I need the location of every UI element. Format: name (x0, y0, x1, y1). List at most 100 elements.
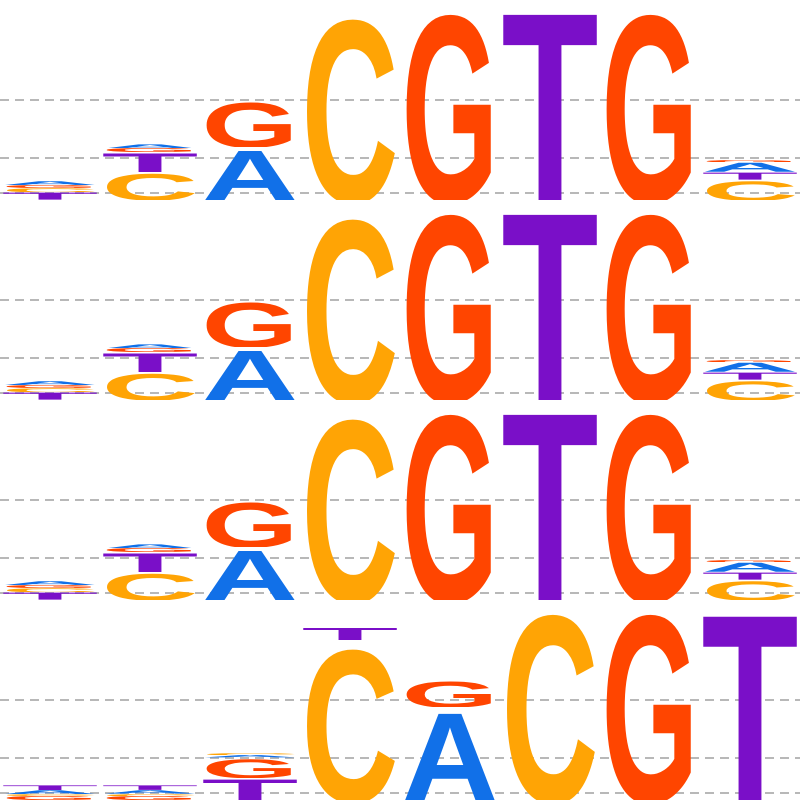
dashed-gridline (0, 792, 800, 794)
letter-T: T (502, 0, 599, 200)
svg-text:T: T (502, 0, 599, 200)
letter-C: C (102, 172, 199, 200)
dashed-gridline (0, 699, 800, 701)
dashed-gridline (0, 357, 800, 359)
dashed-gridline (0, 157, 800, 159)
letter-T: T (702, 172, 799, 180)
svg-text:T: T (702, 172, 799, 180)
svg-text:G: G (702, 360, 799, 362)
letter-T: T (202, 778, 299, 800)
letter-C: C (302, 208, 399, 400)
svg-text:T: T (102, 552, 199, 572)
dashed-gridline (0, 299, 800, 301)
dashed-gridline (0, 99, 800, 101)
letter-C: C (702, 380, 799, 400)
svg-text:A: A (202, 755, 299, 757)
svg-text:G: G (1, 385, 98, 388)
letter-G: G (202, 100, 299, 147)
svg-text:T: T (702, 602, 799, 800)
letter-G: G (702, 160, 799, 162)
svg-text:T: T (1, 592, 98, 600)
svg-text:A: A (1, 381, 98, 385)
svg-text:G: G (402, 3, 499, 200)
letter-A: A (202, 755, 299, 757)
letter-C: C (702, 580, 799, 600)
svg-text:C: C (2, 794, 99, 796)
svg-text:T: T (102, 785, 199, 790)
letter-A: A (1, 381, 98, 385)
letter-C: C (2, 388, 99, 392)
letter-A: A (102, 544, 199, 548)
letter-A: A (1, 181, 98, 185)
svg-text:A: A (402, 707, 499, 800)
svg-text:G: G (1, 185, 98, 188)
letter-A: A (702, 162, 799, 172)
letter-A: A (1, 581, 98, 585)
svg-text:T: T (102, 152, 199, 172)
svg-text:C: C (202, 753, 299, 755)
letter-G: G (102, 348, 199, 352)
svg-text:G: G (202, 300, 299, 347)
svg-text:C: C (2, 588, 99, 592)
letter-A: A (402, 707, 499, 800)
letter-A: A (1, 790, 98, 794)
svg-text:C: C (102, 572, 199, 600)
letter-A: A (102, 144, 199, 148)
letter-G: G (602, 403, 699, 600)
letter-G: G (102, 548, 199, 552)
letter-G: G (202, 300, 299, 347)
svg-text:T: T (102, 352, 199, 372)
letter-T: T (1, 392, 98, 400)
svg-text:T: T (2, 785, 99, 790)
letter-C: C (101, 794, 198, 796)
letter-G: G (1, 385, 98, 388)
letter-G: G (702, 560, 799, 562)
letter-T: T (102, 785, 199, 790)
svg-text:C: C (302, 640, 399, 800)
letter-T: T (102, 552, 199, 572)
letter-G: G (102, 148, 199, 152)
letter-C: C (202, 753, 299, 755)
letter-C: C (2, 794, 99, 796)
letter-A: A (702, 562, 799, 572)
letter-A: A (202, 147, 299, 200)
letter-G: G (1, 585, 98, 588)
letter-T: T (702, 372, 799, 380)
dashed-gridline (0, 192, 800, 194)
letter-G: G (1, 796, 98, 800)
letter-C: C (102, 372, 199, 400)
letter-G: G (402, 680, 499, 707)
dashed-gridline (0, 392, 800, 394)
svg-text:G: G (202, 500, 299, 547)
svg-text:A: A (1, 581, 98, 585)
letter-G: G (602, 203, 699, 400)
letter-G: G (602, 603, 699, 800)
svg-text:A: A (102, 344, 199, 348)
svg-text:G: G (402, 680, 499, 707)
letter-T: T (302, 627, 399, 640)
letter-A: A (102, 344, 199, 348)
letter-G: G (202, 500, 299, 547)
svg-text:G: G (402, 403, 499, 600)
svg-text:A: A (1, 181, 98, 185)
svg-text:T: T (1, 392, 98, 400)
letter-C: C (302, 408, 399, 600)
svg-text:C: C (102, 372, 199, 400)
svg-text:G: G (102, 148, 199, 152)
svg-text:A: A (1, 790, 98, 794)
letter-C: C (102, 572, 199, 600)
svg-text:G: G (102, 348, 199, 352)
letter-A: A (702, 362, 799, 372)
svg-text:C: C (502, 603, 599, 800)
svg-text:T: T (502, 200, 599, 400)
svg-text:C: C (2, 388, 99, 392)
dashed-gridline (0, 592, 800, 594)
letter-G: G (202, 758, 299, 778)
svg-text:G: G (602, 203, 699, 400)
svg-text:G: G (102, 796, 199, 800)
letter-T: T (2, 785, 99, 790)
svg-text:T: T (502, 400, 599, 600)
svg-text:G: G (602, 603, 699, 800)
